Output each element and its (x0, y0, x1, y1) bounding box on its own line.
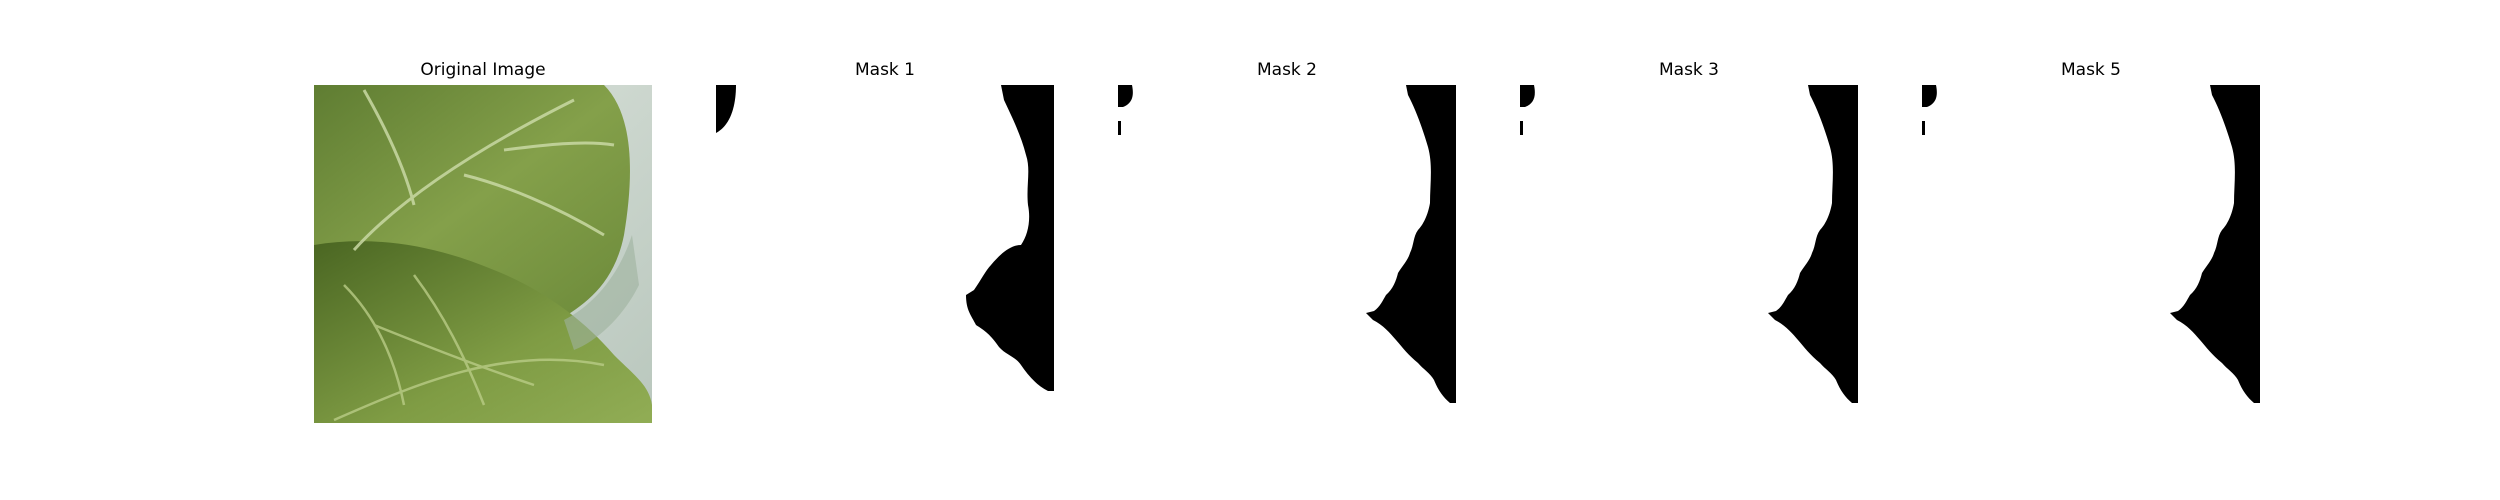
mask-3-panel: Mask 3 (1520, 0, 1858, 500)
original-image-title: Original Image (420, 60, 546, 80)
mask-5-image (1922, 85, 2260, 423)
mask-3-image (1520, 85, 1858, 423)
mask-1-image (716, 85, 1054, 423)
mask-2-image (1118, 85, 1456, 423)
mask-5-panel: Mask 5 (1922, 0, 2260, 500)
mask-1-panel: Mask 1 (716, 0, 1054, 500)
mask-2-title: Mask 2 (1256, 60, 1317, 80)
mask-5-title: Mask 5 (2060, 60, 2121, 80)
mask-2-panel: Mask 2 (1118, 0, 1456, 500)
original-image (314, 85, 652, 423)
mask-3-title: Mask 3 (1658, 60, 1719, 80)
mask-1-title: Mask 1 (854, 60, 915, 80)
original-image-panel: Original Image (314, 0, 652, 500)
